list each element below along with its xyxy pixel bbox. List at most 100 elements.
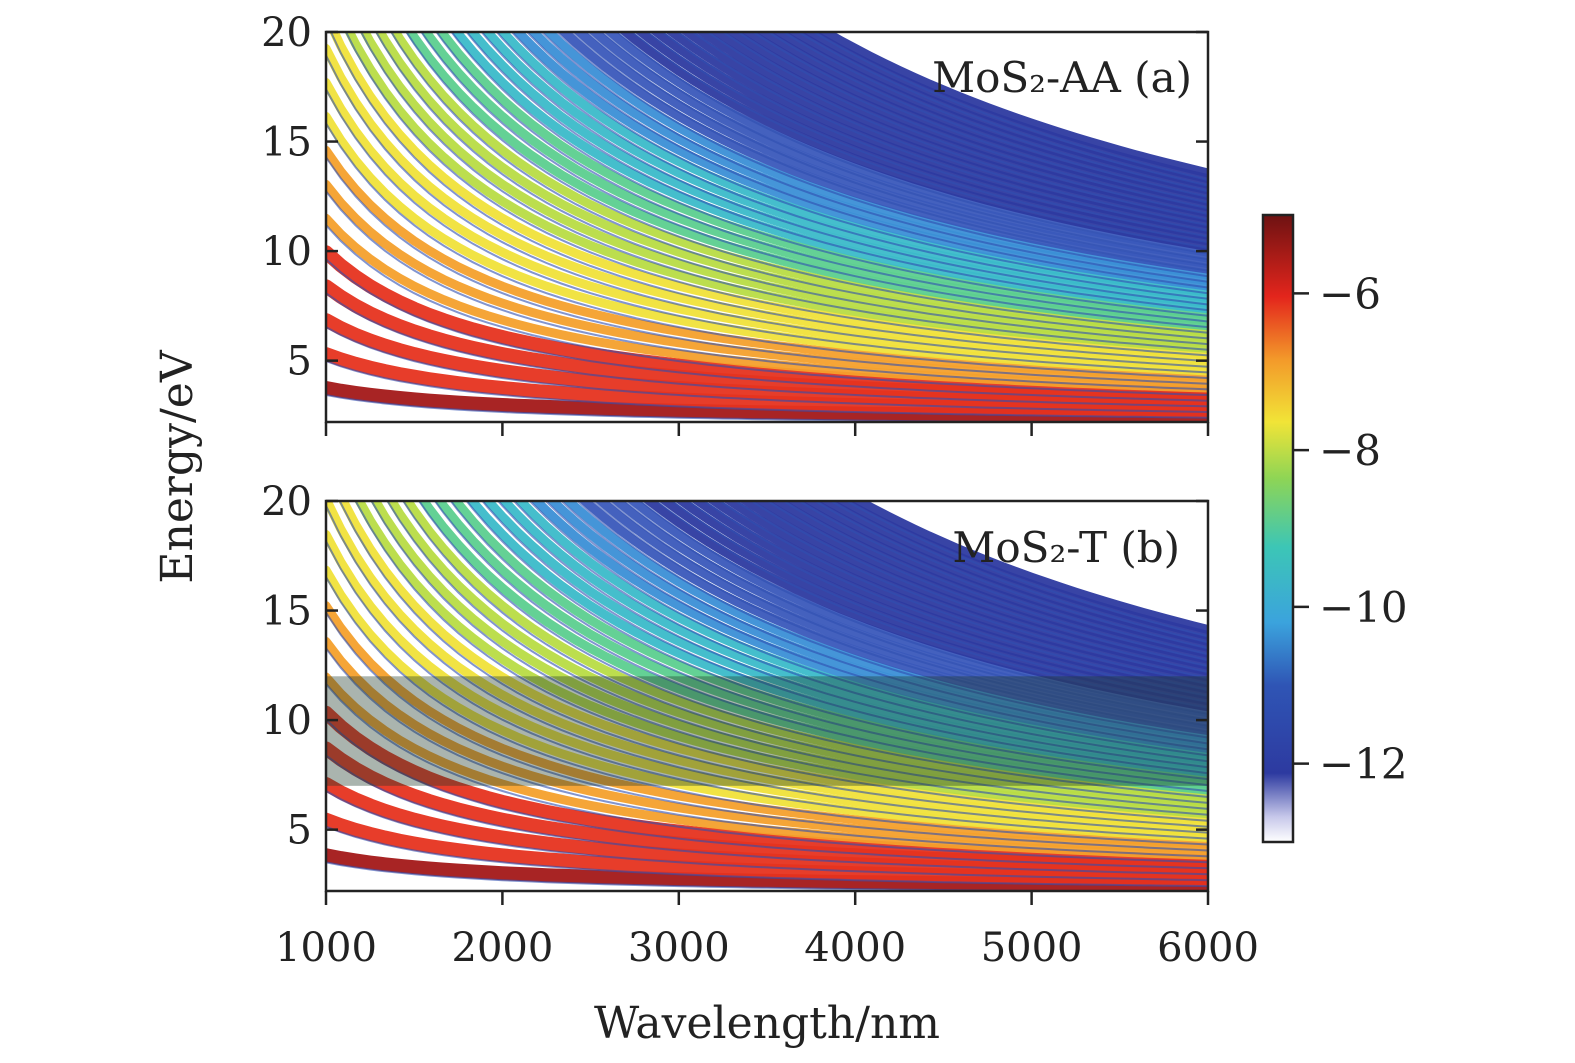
fringe-gap [718,501,1208,685]
fringe-gap [630,32,1208,249]
fringe-gap [670,501,1208,703]
fringe-gap [481,501,1208,775]
fringe-gap [326,122,1208,380]
fringe-gap [326,718,1208,870]
plot-frame-b [324,499,1210,893]
fringe-gap [796,32,1208,187]
fringe-gap [326,683,1208,864]
fringe-gap [766,32,1208,198]
fringe-gap [512,501,1208,763]
fringe-gap [326,861,1194,891]
fringe-gap [510,32,1208,295]
fringe-gap [623,501,1208,721]
fringe-gap [591,501,1208,733]
panel-b: MoS₂-T (b) 5 10 15 20 1000 2000 3000 4000 5000 6… [261,479,1259,971]
fringe-gap [797,501,1208,656]
y-tick-label: 10 [261,229,312,275]
fringe-gap [844,501,1208,638]
fringe-gap [386,501,1208,810]
fringe-gap [390,32,1208,340]
y-axis-title: Energy/eV [152,349,203,583]
fringe-gap [326,540,1208,840]
fringe-gap [540,32,1208,283]
fringe-gap [751,32,1208,204]
colorbar-tick-label: −8 [1319,426,1381,475]
fringe-band [816,32,1208,178]
fringe-gap [326,224,1208,396]
fringe-gap [639,501,1208,715]
x-ticks-b: 1000 2000 3000 4000 5000 6000 [275,891,1259,971]
y-tick-label: 15 [261,120,312,166]
fringe-gap [575,501,1208,739]
panel-label-a: MoS₂-AA (a) [932,53,1192,102]
fringe-gap [691,32,1208,227]
x-tick-label: 5000 [981,925,1083,971]
fringe-gap [326,326,1208,413]
fringe-gap [495,32,1208,300]
fringe-gap [702,501,1208,691]
fringe-gap [405,32,1208,334]
fringe-gap [813,501,1208,650]
fringe-gap [607,501,1208,727]
fringe-gap [326,292,1208,408]
x-tick-label: 6000 [1157,925,1259,971]
y-ticks-a: 5 10 15 20 [261,10,1208,385]
fringe-gap [811,32,1208,181]
colorbar-gradient [1263,215,1293,842]
highlight-band [326,676,1208,786]
panel-a: MoS₂-AA (a) 5 10 15 20 [261,10,1210,436]
fringe-gap [525,32,1208,289]
fringe-gap [645,32,1208,244]
y-tick-label: 15 [261,589,312,635]
fringe-gap [326,88,1208,374]
fringe-gap [354,501,1208,822]
fringe-gap [326,612,1208,852]
fringe-gap [359,32,1208,351]
fringe-gap [615,32,1208,255]
colorbar-frame [1261,213,1295,844]
fringe-gap [326,790,1208,882]
x-axis-title: Wavelength/nm [594,998,940,1049]
colorbar-tick-label: −12 [1319,740,1408,789]
fringe-gap [465,32,1208,312]
colorbar-tick-label: −6 [1319,269,1381,318]
fringe-gap [465,501,1208,781]
fringe-gap [420,32,1208,329]
fringe-gap [375,32,1208,346]
fringe-gap [655,501,1208,709]
fringe-gap [736,32,1208,210]
fringe-gap [433,501,1208,792]
fringe-gap [828,501,1208,644]
fringe-gap [676,32,1208,232]
y-tick-label: 20 [261,479,312,525]
fringe-gap [326,505,1208,834]
fringe-gap [528,501,1208,757]
fringe-gap [326,54,1208,368]
x-tick-label: 3000 [628,925,730,971]
fringe-gap [480,32,1208,306]
fringe-gap [344,32,1208,357]
colorbar-tick-label: −10 [1319,583,1408,632]
fringe-gap [450,32,1208,317]
fringe-gap [734,501,1208,680]
fringe-gap [544,501,1208,751]
y-tick-label: 5 [287,808,312,854]
fringe-gap [749,501,1208,674]
panel-label-b: MoS₂-T (b) [952,523,1180,572]
fringe-gap [326,360,1208,419]
fringe-gap [706,32,1208,221]
y-ticks-b: 5 10 15 20 [261,479,1208,854]
fringe-gap [402,501,1208,804]
x-tick-label: 1000 [275,925,377,971]
x-tick-label: 4000 [804,925,906,971]
fringe-gap [765,501,1208,668]
fringe-gap [326,394,1150,422]
fringe-gap [326,190,1208,391]
fringe-gap [326,825,1208,888]
fringe-band [849,501,1208,634]
fringe-gap [686,501,1208,697]
heatmap-stripes-a [326,32,1208,422]
fringe-gap [600,32,1208,261]
fringe-gap [326,576,1208,846]
